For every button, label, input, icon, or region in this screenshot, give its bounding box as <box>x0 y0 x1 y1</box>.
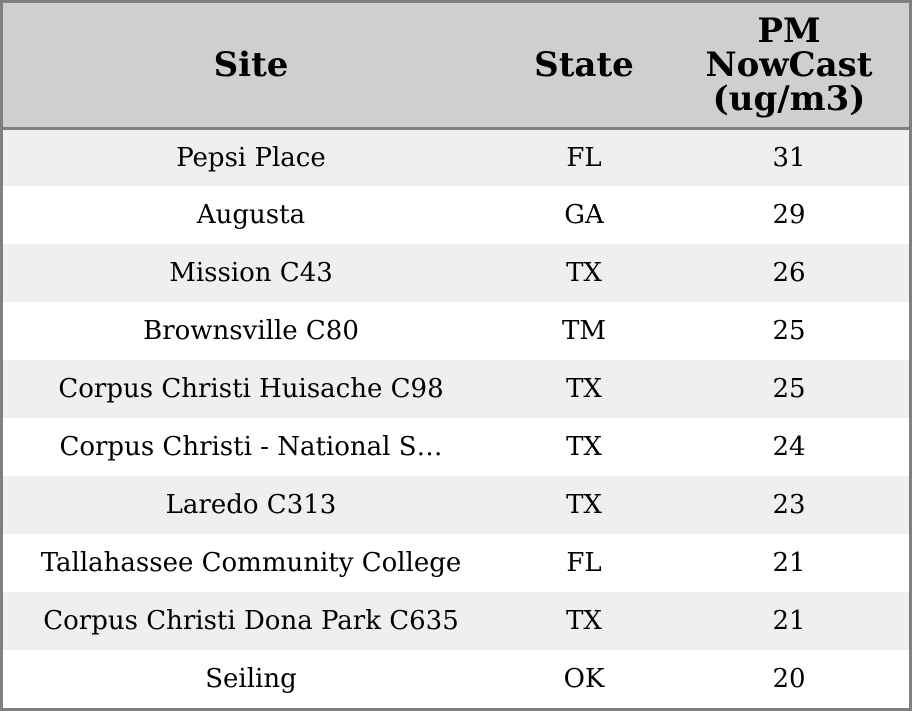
site-cell: Augusta <box>196 200 306 230</box>
site-cell: Tallahassee Community College <box>40 548 462 578</box>
site-cell: Corpus Christi - National S… <box>59 432 443 462</box>
state-cell: TX <box>566 606 602 636</box>
state-column-header: State <box>499 3 669 130</box>
site-cell: Brownsville C80 <box>143 316 359 346</box>
state-cell: TX <box>566 258 602 288</box>
pm-header-line: PM <box>757 10 821 51</box>
site-cell: Seiling <box>205 664 297 694</box>
table-row: Tallahassee Community College FL 21 <box>3 534 909 592</box>
table-row: Corpus Christi Dona Park C635 TX 21 <box>3 592 909 650</box>
state-cell: TX <box>566 432 602 462</box>
pm-value-cell: 29 <box>772 200 806 230</box>
header-row: Site State PM NowCast (ug/m3) <box>3 3 909 130</box>
state-cell: FL <box>566 548 602 578</box>
pm-value-cell: 31 <box>772 142 806 173</box>
pm-value-cell: 21 <box>772 548 806 578</box>
pm-value-cell: 25 <box>772 316 806 346</box>
pm-value-cell: 21 <box>772 606 806 636</box>
state-cell: TX <box>566 490 602 520</box>
table-row: Augusta GA 29 <box>3 186 909 244</box>
state-cell: GA <box>564 200 604 230</box>
table-header: Site State PM NowCast (ug/m3) <box>3 3 909 130</box>
table-row: Laredo C313 TX 23 <box>3 476 909 534</box>
table-body: Pepsi Place FL 31 Augusta GA 29 Mission C43 TX 2… <box>3 128 909 708</box>
pm-value-cell: 25 <box>772 374 806 404</box>
state-cell: OK <box>563 664 605 694</box>
site-cell: Laredo C313 <box>165 490 337 520</box>
table-row: Mission C43 TX 26 <box>3 244 909 302</box>
pm-header-line: (ug/m3) <box>712 78 866 119</box>
pm-header-line: NowCast <box>705 44 873 85</box>
table-row: Seiling OK 20 <box>3 650 909 708</box>
table-row: Corpus Christi - National S… TX 24 <box>3 418 909 476</box>
pm-value-cell: 20 <box>772 664 806 694</box>
site-cell: Corpus Christi Dona Park C635 <box>43 606 459 636</box>
pm-value-cell: 23 <box>772 490 806 520</box>
table-row: Pepsi Place FL 31 <box>3 128 909 186</box>
site-cell: Mission C43 <box>169 258 333 288</box>
site-cell: Pepsi Place <box>176 142 326 173</box>
pm-nowcast-column-header: PM NowCast (ug/m3) <box>669 3 909 130</box>
table-row: Brownsville C80 TM 25 <box>3 302 909 360</box>
site-cell: Corpus Christi Huisache C98 <box>58 374 444 404</box>
state-cell: TM <box>562 316 606 346</box>
state-cell: FL <box>566 142 602 173</box>
pm-value-cell: 24 <box>772 432 806 462</box>
state-cell: TX <box>566 374 602 404</box>
site-column-header: Site <box>3 3 499 130</box>
pm-nowcast-table: Site State PM NowCast (ug/m3) Pepsi Plac… <box>3 3 909 708</box>
pm-value-cell: 26 <box>772 258 806 288</box>
table-row: Corpus Christi Huisache C98 TX 25 <box>3 360 909 418</box>
